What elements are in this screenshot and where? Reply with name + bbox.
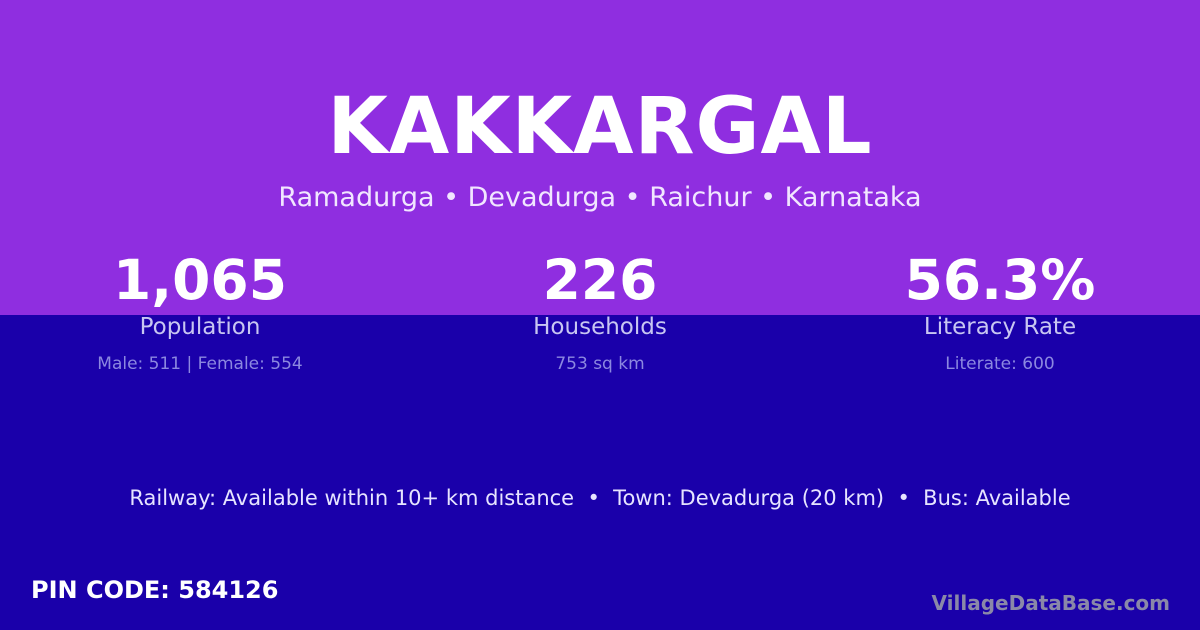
stat-label: Population <box>139 314 261 340</box>
stat-value: 56.3% <box>904 248 1096 312</box>
stat-note: Male: 511 | Female: 554 <box>97 354 303 374</box>
stat-households: 226 Households 753 sq km <box>400 250 800 374</box>
stat-value: 226 <box>542 248 658 312</box>
stat-note: 753 sq km <box>555 354 645 374</box>
brand-logo: VillageDataBase.com <box>931 591 1170 615</box>
connectivity-info: Railway: Available within 10+ km distanc… <box>129 486 1071 510</box>
stat-literacy: 56.3% Literacy Rate Literate: 600 <box>800 250 1200 374</box>
stat-label: Literacy Rate <box>923 314 1077 340</box>
stat-population: 1,065 Population Male: 511 | Female: 554 <box>0 250 400 374</box>
header-band <box>0 0 1200 315</box>
village-title: KAKKARGAL <box>327 82 873 172</box>
pin-code: PIN CODE: 584126 <box>31 576 279 604</box>
stat-note: Literate: 600 <box>945 354 1055 374</box>
stat-value: 1,065 <box>113 248 287 312</box>
stat-label: Households <box>533 314 667 340</box>
location-breadcrumb: Ramadurga • Devadurga • Raichur • Karnat… <box>278 182 922 213</box>
